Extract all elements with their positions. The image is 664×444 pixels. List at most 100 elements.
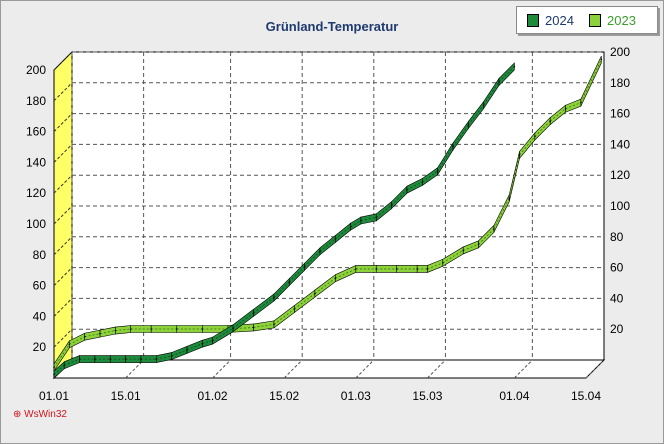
series-2023-point — [462, 249, 465, 252]
series-2024-hatch — [171, 349, 188, 357]
series-2023-point — [580, 101, 582, 104]
y-tick-label-left: 100 — [26, 217, 46, 231]
series-2023-hatch — [549, 108, 566, 122]
series-2024-hatch — [350, 220, 362, 228]
series-2023-hatch — [253, 323, 275, 328]
series-2023-segment — [115, 325, 132, 335]
x-tick-label: 15.04 — [571, 389, 601, 403]
floor-grid-line — [283, 359, 303, 379]
left-wall-grid-line — [53, 144, 73, 163]
series-2023-segment — [580, 55, 602, 107]
y-tick-label-left: 120 — [26, 186, 46, 200]
series-2024-hatch — [253, 297, 275, 314]
y-tick-label-right: 160 — [610, 107, 630, 121]
y-tick-label-right: 100 — [610, 199, 630, 213]
series-2024-hatch — [483, 81, 500, 106]
series-2024-point — [273, 296, 275, 299]
series-2023-point — [416, 268, 418, 270]
y-tick-label-left: 60 — [33, 279, 47, 293]
left-wall-grid-line — [53, 328, 73, 348]
y-tick-label-left: 180 — [26, 94, 46, 108]
series-2024-hatch — [232, 312, 254, 329]
x-tick-label: 01.04 — [499, 389, 529, 403]
watermark: ⊕ WsWin32 — [13, 409, 67, 420]
series-2023-point — [68, 343, 71, 346]
series-2023-point — [426, 268, 429, 270]
series-layer — [53, 55, 603, 379]
series-2024-point — [288, 281, 291, 283]
series-2024-point — [452, 145, 454, 148]
floor-grid-line — [212, 359, 231, 379]
series-2024-point — [360, 219, 362, 222]
series-2023-hatch — [519, 136, 536, 156]
series-2024-point — [467, 124, 470, 126]
series-2024-point — [232, 327, 234, 330]
x-tick-label: 01.01 — [39, 389, 69, 403]
series-2023-point — [508, 197, 511, 199]
series-2024-hatch — [406, 181, 423, 191]
series-2023-hatch — [314, 277, 336, 294]
floor-grid-line — [514, 359, 533, 379]
series-2023-point — [99, 332, 101, 335]
left-wall-grid-line — [53, 174, 73, 194]
left-wall-grid-line — [53, 236, 73, 256]
series-2023-point — [175, 328, 178, 330]
series-2024-point — [303, 265, 306, 268]
series-2024-point — [201, 342, 204, 345]
legend-label-2024: 2024 — [545, 12, 574, 28]
series-2024-point — [109, 358, 112, 360]
series-2023-point — [129, 328, 132, 330]
y-tick-label-left: 80 — [33, 248, 47, 262]
series-2024-point — [170, 355, 173, 357]
floor-grid-line — [355, 359, 375, 379]
x-tick-label: 01.03 — [341, 389, 371, 403]
series-2023-point — [477, 243, 480, 246]
series-2023-point — [201, 328, 204, 330]
series-2023-hatch — [294, 293, 316, 310]
legend-swatch-2024 — [527, 13, 539, 27]
series-2024-point — [375, 216, 378, 219]
series-2024-point — [436, 170, 439, 173]
series-2023-point — [534, 135, 536, 138]
series-2023-hatch — [493, 197, 510, 230]
series-2023-hatch — [427, 262, 443, 270]
left-wall-grid-line — [53, 267, 73, 286]
series-2024-hatch — [186, 343, 203, 351]
series-2023-point — [375, 268, 378, 270]
series-2023-hatch — [273, 308, 295, 325]
series-2024-hatch — [335, 226, 351, 240]
series-2023-point — [314, 292, 316, 295]
legend-label-2023: 2023 — [607, 12, 636, 28]
series-2024-point — [421, 181, 424, 183]
legend: 2024 2023 — [516, 6, 658, 34]
x-tick-label: 01.02 — [198, 389, 228, 403]
series-2023-point — [252, 326, 255, 329]
left-wall-grid-line — [53, 113, 73, 132]
series-2024-point — [140, 358, 142, 360]
chart-title: Grünland-Temperatur — [265, 19, 399, 34]
series-2024-point — [155, 358, 158, 360]
x-tick-label: 15.01 — [111, 389, 141, 403]
series-2024-point — [78, 358, 81, 360]
series-2023-point — [293, 308, 296, 310]
series-2024-hatch — [360, 217, 377, 221]
floor-grid-line — [125, 359, 144, 379]
series-2024-point — [513, 65, 516, 68]
y-tick-label-left: 140 — [26, 155, 46, 169]
series-2024-point — [53, 373, 55, 376]
series-2023-point — [600, 58, 603, 61]
series-2024-point — [94, 358, 96, 360]
series-2024-point — [63, 364, 66, 367]
series-2024-point — [319, 250, 321, 253]
series-2024-hatch — [452, 124, 469, 147]
series-2024-point — [124, 358, 127, 360]
series-2023-hatch — [99, 330, 116, 335]
series-2023-point — [334, 277, 337, 279]
series-2024-point — [334, 238, 337, 240]
y-tick-label-right: 180 — [610, 76, 630, 90]
series-2023-point — [273, 323, 275, 326]
y-tick-label-right: 20 — [610, 322, 624, 336]
series-2023-hatch — [115, 328, 131, 331]
series-2024-point — [390, 204, 393, 206]
y-tick-label-left: 200 — [26, 63, 46, 77]
